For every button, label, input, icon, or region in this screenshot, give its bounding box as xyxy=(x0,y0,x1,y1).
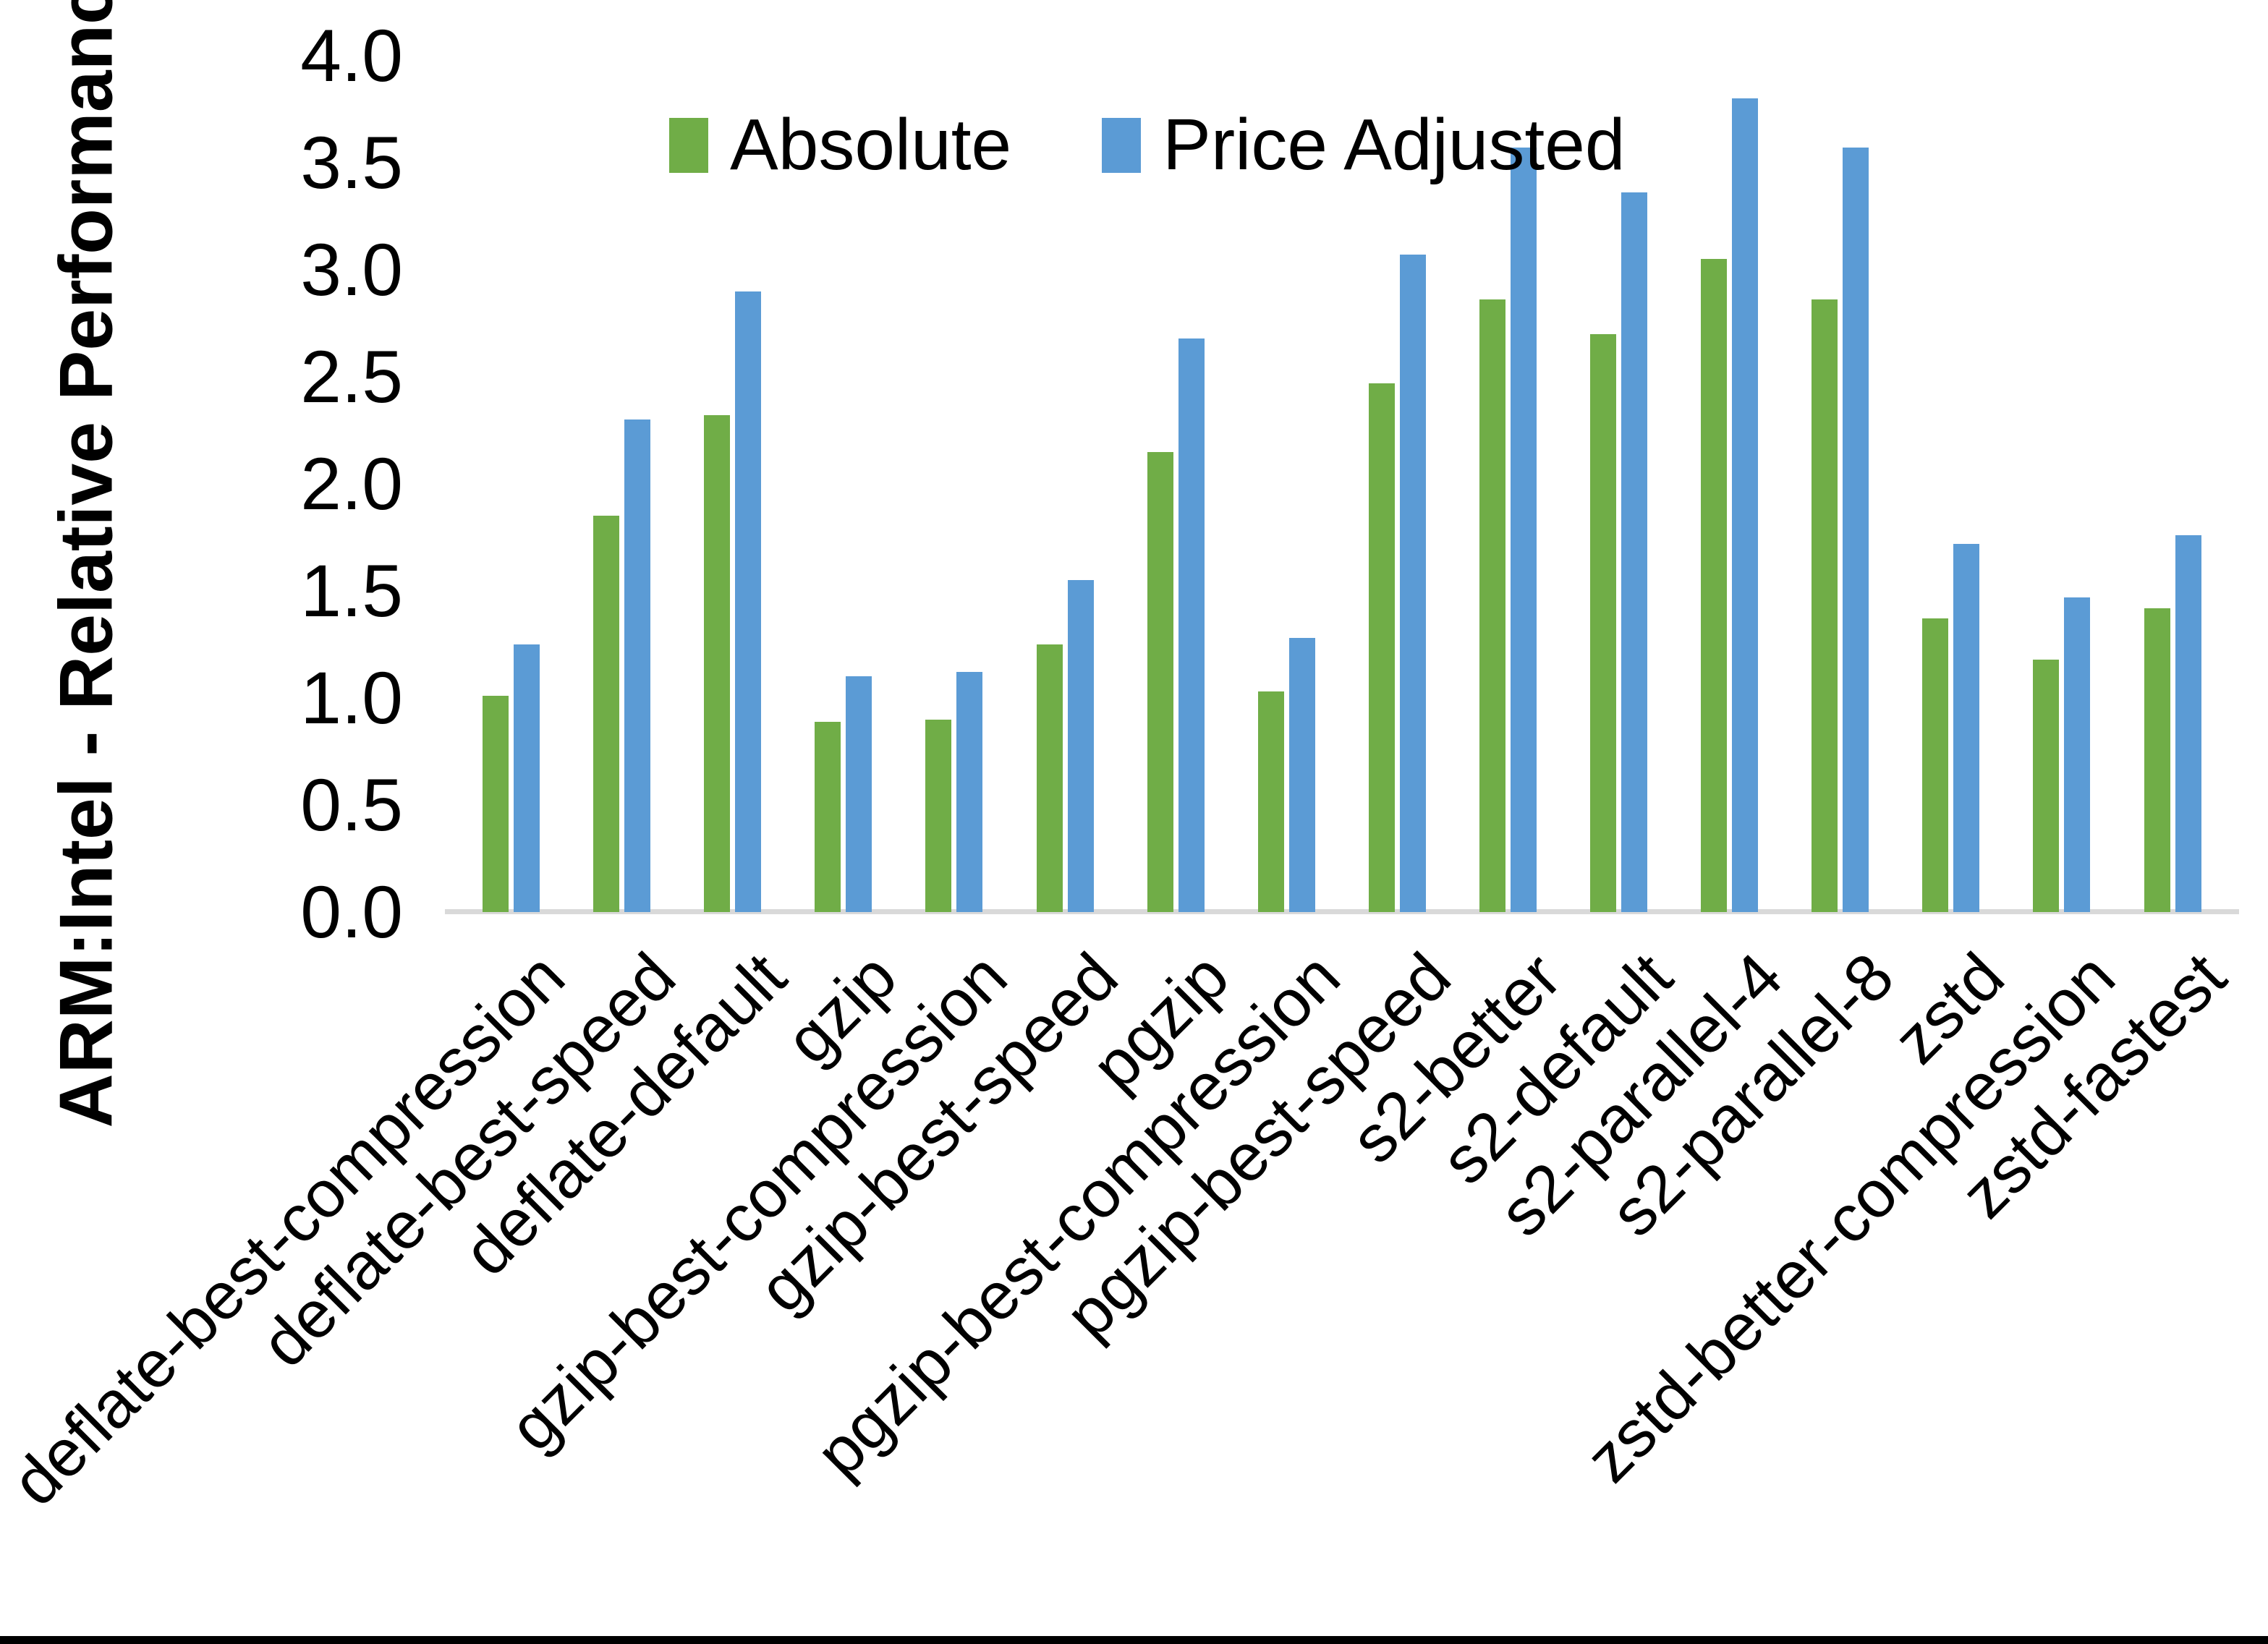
bar-price-adjusted xyxy=(514,644,540,912)
bar-absolute xyxy=(815,721,841,912)
bar-absolute xyxy=(1147,451,1173,912)
y-tick-label: 2.0 xyxy=(300,443,403,525)
legend-swatch-absolute xyxy=(669,117,708,173)
bar-price-adjusted xyxy=(2064,597,2091,912)
y-tick-label: 0.5 xyxy=(300,764,403,846)
y-tick-label: 0.0 xyxy=(300,871,403,953)
legend-label-absolute: Absolute xyxy=(730,104,1012,185)
y-tick-label: 2.5 xyxy=(300,336,403,418)
bar-price-adjusted xyxy=(1067,580,1094,912)
bar-price-adjusted xyxy=(846,676,872,912)
legend-label-price-adjusted: Price Adjusted xyxy=(1163,104,1626,185)
legend-item-absolute: Absolute xyxy=(669,103,1011,187)
bar-absolute xyxy=(2144,608,2170,912)
bar-absolute xyxy=(1701,259,1728,912)
bar-absolute xyxy=(1257,691,1284,912)
legend-swatch-price-adjusted xyxy=(1102,117,1142,173)
bar-price-adjusted xyxy=(1510,148,1537,912)
bar-price-adjusted xyxy=(1621,192,1647,912)
bar-absolute xyxy=(1922,618,1949,912)
legend: Absolute Price Adjusted xyxy=(669,103,1625,187)
y-tick-label: 1.0 xyxy=(300,657,403,739)
bar-price-adjusted xyxy=(735,291,762,912)
x-axis-line xyxy=(445,909,2239,914)
y-tick-label: 3.0 xyxy=(300,229,403,311)
bar-absolute xyxy=(1812,299,1838,912)
bar-price-adjusted xyxy=(624,419,651,912)
bar-absolute xyxy=(2033,659,2060,912)
bar-price-adjusted xyxy=(1843,148,1869,912)
bar-absolute xyxy=(1590,333,1616,912)
bar-absolute xyxy=(704,415,731,912)
bar-absolute xyxy=(1036,644,1063,912)
bar-price-adjusted xyxy=(1178,338,1205,912)
y-tick-label: 4.0 xyxy=(300,14,403,97)
y-tick-label: 3.5 xyxy=(300,122,403,204)
bar-price-adjusted xyxy=(2175,535,2201,912)
bar-price-adjusted xyxy=(1288,638,1315,912)
bar-absolute xyxy=(483,696,509,912)
bar-price-adjusted xyxy=(1732,98,1759,912)
bar-absolute xyxy=(1368,383,1395,912)
bar-price-adjusted xyxy=(1399,255,1426,912)
bar-absolute xyxy=(925,719,952,912)
bar-absolute xyxy=(1479,299,1505,912)
bar-absolute xyxy=(593,516,620,912)
y-tick-label: 1.5 xyxy=(300,550,403,632)
bottom-rule xyxy=(0,1636,2268,1644)
bar-price-adjusted xyxy=(1953,543,1980,912)
bar-price-adjusted xyxy=(956,672,983,912)
legend-item-price-adjusted: Price Adjusted xyxy=(1102,103,1625,187)
